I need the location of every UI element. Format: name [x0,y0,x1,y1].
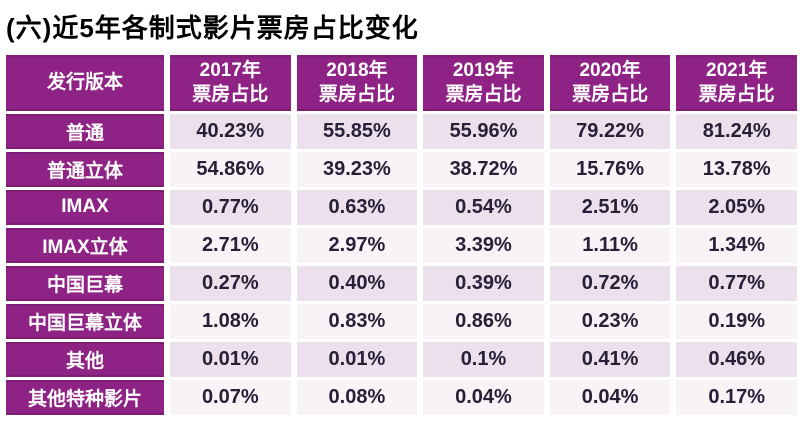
table-cell: 0.01% [170,341,291,377]
header-sublabel: 票房占比 [192,84,269,106]
section-title: (六)近5年各制式影片票房占比变化 [6,13,419,43]
table-cell: 0.01% [296,341,418,377]
table-cell: 13.78% [676,151,797,187]
table-cell: 55.85% [296,113,418,149]
row-label-zhongguo-jumu-liti: 中国巨幕立体 [6,303,164,339]
table-cell: 15.76% [549,151,671,187]
table-cell: 0.23% [549,303,671,339]
table-cell: 2.51% [549,189,671,225]
table-cell: 0.39% [423,265,544,301]
header-cell-2017: 2017年 票房占比 [170,54,291,111]
table-cell: 0.77% [676,265,797,301]
table-cell: 2.71% [170,227,291,263]
table-cell: 1.11% [549,227,671,263]
table-cell: 55.96% [423,113,544,149]
table-cell: 3.39% [423,227,544,263]
row-label-imax: IMAX [6,189,164,225]
table-cell: 0.86% [423,303,544,339]
header-label: 发行版本 [46,72,123,94]
table-cell: 0.77% [170,189,291,225]
row-label-qita: 其他 [6,341,164,377]
table-cell: 0.54% [423,189,544,225]
header-year: 2018年 [326,60,388,82]
table-cell: 2.97% [296,227,418,263]
row-label-imax-liti: IMAX立体 [6,227,164,263]
table-cell: 0.1% [423,341,544,377]
table-cell: 0.17% [676,379,797,415]
header-cell-2018: 2018年 票房占比 [296,54,418,111]
header-year: 2021年 [706,60,768,82]
header-year: 2020年 [579,60,641,82]
table-cell: 39.23% [296,151,418,187]
table-cell: 1.08% [170,303,291,339]
table-cell: 0.27% [170,265,291,301]
header-sublabel: 票房占比 [698,84,775,106]
table-cell: 81.24% [676,113,797,149]
header-cell-release-format: 发行版本 [6,54,164,111]
table-cell: 0.83% [296,303,418,339]
header-cell-2021: 2021年 票房占比 [676,54,797,111]
table-cell: 0.04% [423,379,544,415]
header-year: 2017年 [199,60,261,82]
table-cell: 0.46% [676,341,797,377]
row-label-zhongguo-jumu: 中国巨幕 [6,265,164,301]
table-cell: 1.34% [676,227,797,263]
header-sublabel: 票房占比 [572,84,649,106]
table-cell: 0.19% [676,303,797,339]
table-cell: 2.05% [676,189,797,225]
header-cell-2020: 2020年 票房占比 [549,54,671,111]
header-sublabel: 票房占比 [318,84,395,106]
table-cell: 54.86% [170,151,291,187]
header-sublabel: 票房占比 [445,84,522,106]
table-cell: 0.72% [549,265,671,301]
table-cell: 0.04% [549,379,671,415]
table-cell: 0.07% [170,379,291,415]
row-label-qita-tezhong: 其他特种影片 [6,379,164,415]
table-cell: 40.23% [170,113,291,149]
row-label-putong-liti: 普通立体 [6,151,164,187]
header-year: 2019年 [452,60,515,82]
row-label-putong: 普通 [6,113,164,149]
table-cell: 0.63% [296,189,418,225]
box-office-share-table: 发行版本 2017年 票房占比 2018年 票房占比 2019年 票房占比 20… [6,54,797,415]
header-cell-2019: 2019年 票房占比 [423,54,544,111]
table-cell: 38.72% [423,151,544,187]
table-cell: 0.08% [296,379,418,415]
table-cell: 0.40% [296,265,418,301]
table-cell: 0.41% [549,341,671,377]
table-cell: 79.22% [549,113,671,149]
